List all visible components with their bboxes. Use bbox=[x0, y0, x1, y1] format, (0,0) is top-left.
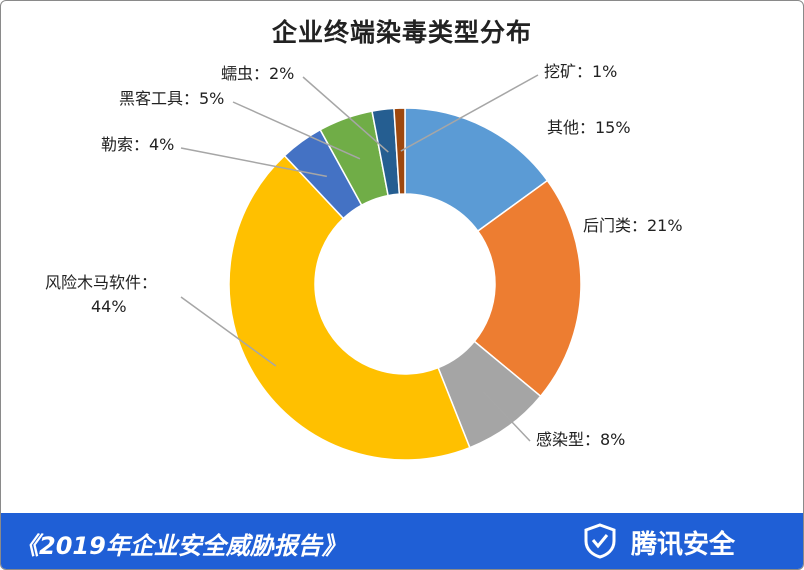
leader-line-风险木马软件 bbox=[180, 296, 277, 367]
data-label-勒索: 勒索：4% bbox=[101, 135, 174, 154]
donut-chart: 其他：15% 后门类：21% 感染型：8% 风险木马软件： 44% 勒索：4% 黑客工具：5… bbox=[45, 62, 683, 461]
footer-bar: 《2019年企业安全威胁报告》 腾讯安全 bbox=[1, 513, 803, 569]
leader-line-感染型 bbox=[482, 391, 531, 442]
data-label-风险木马软件: 风险木马软件： 44% bbox=[45, 273, 157, 316]
data-label-感染型: 感染型：8% bbox=[536, 430, 625, 449]
report-title: 《2019年企业安全威胁报告》 bbox=[15, 532, 346, 560]
data-label-挖矿: 挖矿：1% bbox=[544, 62, 617, 81]
slice-后门类 bbox=[473, 179, 582, 398]
chart-title: 企业终端染毒类型分布 bbox=[271, 18, 532, 47]
leader-line-勒索 bbox=[180, 147, 327, 178]
slice-其他 bbox=[404, 107, 549, 233]
data-label-蠕虫: 蠕虫：2% bbox=[221, 64, 294, 83]
shield-check-icon bbox=[584, 523, 616, 559]
data-label-黑客工具: 黑客工具：5% bbox=[119, 89, 224, 108]
data-label-其他: 其他：15% bbox=[547, 118, 631, 137]
slice-风险木马软件 bbox=[228, 154, 471, 461]
leader-line-黑客工具 bbox=[232, 101, 361, 160]
slice-挖矿 bbox=[393, 107, 406, 195]
leader-line-蠕虫 bbox=[302, 76, 389, 153]
brand-name: 腾讯安全 bbox=[630, 530, 735, 560]
data-label-后门类: 后门类：21% bbox=[583, 216, 683, 235]
leader-line-挖矿 bbox=[400, 74, 539, 152]
